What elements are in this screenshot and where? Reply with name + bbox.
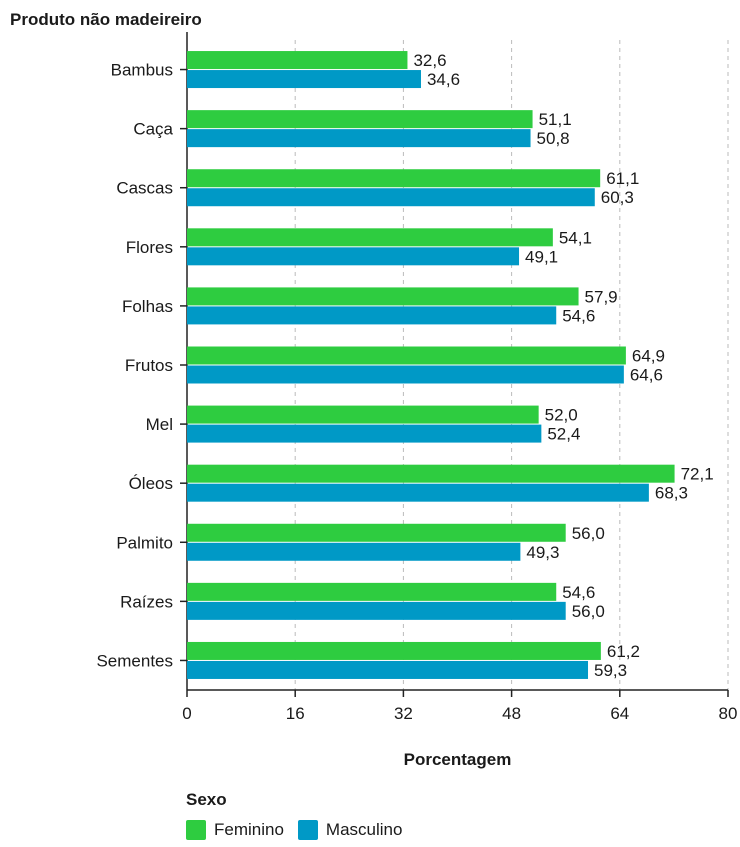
bar-masculino	[187, 306, 557, 325]
y-tick-label: Sementes	[96, 651, 173, 670]
legend-swatch-feminino	[186, 820, 206, 840]
data-label: 52,4	[547, 425, 580, 444]
y-tick-label: Raízes	[120, 592, 173, 611]
bar-masculino	[187, 70, 421, 89]
legend-label-masculino: Masculino	[325, 820, 403, 839]
bar-feminino	[187, 464, 675, 483]
data-label: 68,3	[655, 484, 688, 503]
x-tick-label: 48	[502, 704, 521, 723]
bar-feminino	[187, 110, 533, 129]
legend-swatch-masculino	[297, 820, 318, 840]
x-tick-label: 64	[610, 704, 629, 723]
data-label: 49,3	[526, 543, 559, 562]
x-tick-label: 80	[719, 704, 738, 723]
data-label: 60,3	[601, 188, 634, 207]
legend-label-feminino: Feminino	[214, 820, 284, 839]
data-label: 61,1	[606, 169, 639, 188]
data-label: 49,1	[525, 247, 558, 266]
data-label: 56,0	[572, 524, 605, 543]
data-label: 54,6	[562, 306, 595, 325]
bar-feminino	[187, 523, 566, 542]
data-label: 56,0	[572, 602, 605, 621]
data-label: 34,6	[427, 70, 460, 89]
y-axis-title: Produto não madeireiro	[10, 10, 202, 29]
y-tick-label: Flores	[126, 238, 173, 257]
data-label: 64,9	[632, 347, 665, 366]
bar-masculino	[187, 660, 589, 679]
bar-feminino	[187, 287, 579, 306]
legend-item-masculino[interactable]: Masculino	[297, 820, 403, 840]
bar-feminino	[187, 405, 539, 424]
data-label: 50,8	[537, 129, 570, 148]
legend: Sexo Feminino Masculino	[186, 790, 402, 840]
bar-masculino	[187, 188, 595, 207]
data-label: 72,1	[681, 465, 714, 484]
bar-masculino	[187, 129, 531, 148]
bar-masculino	[187, 424, 542, 443]
y-tick-label: Palmito	[116, 533, 173, 552]
bar-masculino	[187, 247, 520, 266]
data-label: 61,2	[607, 642, 640, 661]
data-label: 32,6	[413, 51, 446, 70]
y-tick-label: Óleos	[129, 474, 173, 493]
x-tick-label: 0	[182, 704, 191, 723]
data-label: 54,6	[562, 583, 595, 602]
y-tick-label: Folhas	[122, 297, 173, 316]
x-axis-title: Porcentagem	[403, 750, 512, 769]
bar-feminino	[187, 346, 626, 365]
y-tick-label: Mel	[146, 415, 173, 434]
y-tick-label: Caça	[133, 120, 173, 139]
data-label: 57,9	[585, 287, 618, 306]
bar-masculino	[187, 365, 624, 384]
data-label: 54,1	[559, 228, 592, 247]
legend-item-feminino[interactable]: Feminino	[186, 820, 284, 840]
bar-masculino	[187, 601, 566, 620]
bar-feminino	[187, 228, 553, 247]
y-tick-label: Bambus	[111, 61, 173, 80]
data-label: 52,0	[545, 406, 578, 425]
bar-feminino	[187, 582, 557, 601]
y-tick-label: Frutos	[125, 356, 173, 375]
bar-feminino	[187, 169, 601, 188]
legend-title: Sexo	[186, 790, 227, 809]
bar-feminino	[187, 641, 601, 660]
bar-feminino	[187, 51, 408, 70]
x-tick-label: 16	[286, 704, 305, 723]
y-tick-label: Cascas	[116, 179, 173, 198]
data-label: 51,1	[539, 110, 572, 129]
data-label: 59,3	[594, 661, 627, 680]
x-tick-label: 32	[394, 704, 413, 723]
bar-masculino	[187, 483, 649, 502]
data-label: 64,6	[630, 366, 663, 385]
bar-masculino	[187, 542, 521, 561]
